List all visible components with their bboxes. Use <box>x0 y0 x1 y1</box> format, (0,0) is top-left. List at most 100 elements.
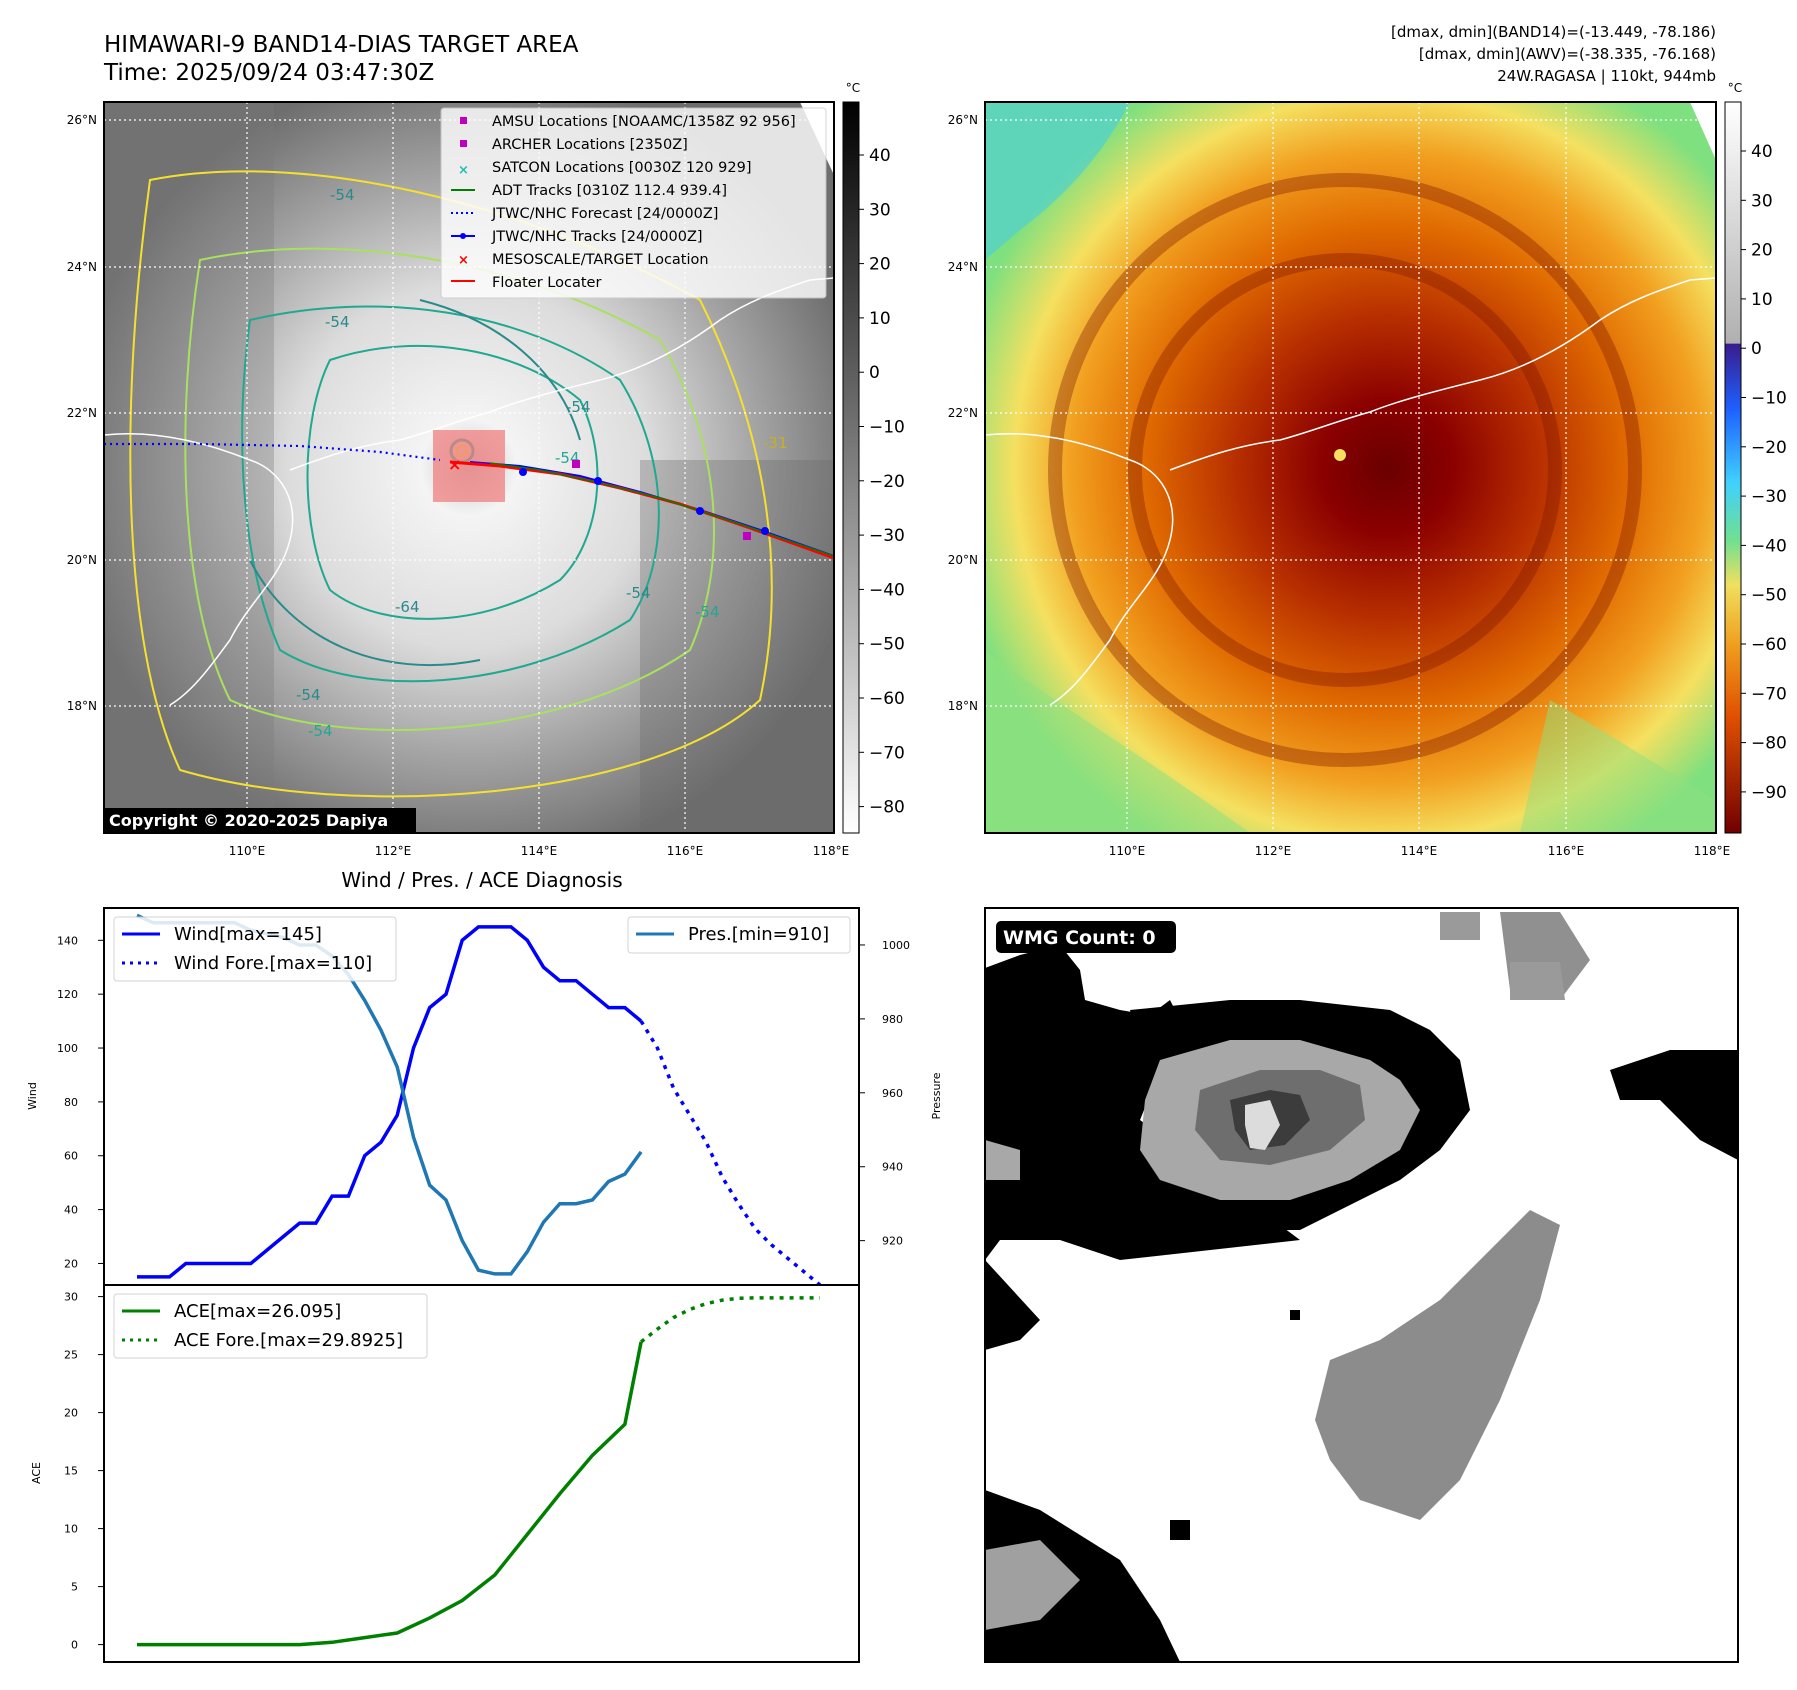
colorbar-tick-label: −10 <box>1751 389 1787 409</box>
figure-time: Time: 2025/09/24 03:47:30Z <box>103 60 434 86</box>
contour-label: -54 <box>325 313 350 331</box>
wind-pressure-panel: Wind Pressure 20 40 60 80 100 120 140 920 940 96… <box>26 907 943 1287</box>
colorbar-left-unit: °C <box>846 81 860 95</box>
dmax-band14: [dmax, dmin](BAND14)=(-13.449, -78.186) <box>1391 23 1716 41</box>
ace-axis-label: ACE <box>30 1462 43 1484</box>
colorbar-tick-label: −80 <box>869 798 905 818</box>
legend-mesoscale: MESOSCALE/TARGET Location <box>492 252 709 268</box>
lon-label: 114°E <box>1401 844 1438 858</box>
axis-tick-label: 980 <box>882 1013 903 1026</box>
lat-label: 24°N <box>948 260 978 274</box>
lat-label: 24°N <box>67 260 97 274</box>
axis-tick-label: 940 <box>882 1161 903 1174</box>
wind-legend: Wind[max=145] Wind Fore.[max=110] Pres.[… <box>113 916 851 982</box>
legend-archer: ARCHER Locations [2350Z] <box>492 137 688 153</box>
contour-label: -54 <box>296 686 321 704</box>
colorbar-tick-label: 30 <box>1751 191 1773 211</box>
axis-tick-label: 120 <box>57 988 78 1001</box>
storm-eye <box>1334 449 1346 461</box>
lon-label: 114°E <box>521 844 558 858</box>
legend-wind-fore: Wind Fore.[max=110] <box>174 953 372 974</box>
axis-tick-label: 15 <box>64 1465 78 1478</box>
contour-label: -54 <box>330 186 355 204</box>
axis-tick-label: 1000 <box>882 939 910 952</box>
colorbar-tick-label: −70 <box>1751 684 1787 704</box>
colorbar-tick-label: −10 <box>869 418 905 438</box>
axis-tick-label: 60 <box>64 1150 78 1163</box>
axis-tick-label: 140 <box>57 934 78 947</box>
lat-label: 20°N <box>948 553 978 567</box>
lon-label: 110°E <box>229 844 266 858</box>
lon-label: 118°E <box>1694 844 1731 858</box>
legend-satcon: SATCON Locations [0030Z 120 929] <box>492 160 751 176</box>
colorbar-tick-label: −40 <box>869 580 905 600</box>
ace-panel: ACE 0 5 10 15 20 25 30 ACE[max=26.095] ACE For… <box>30 1284 860 1663</box>
contour-label: -54 <box>566 398 591 416</box>
colorbar-tick-label: −80 <box>1751 734 1787 754</box>
lat-label: 20°N <box>67 553 97 567</box>
colorbar-tick-label: −60 <box>1751 635 1787 655</box>
axis-tick-label: 25 <box>64 1349 78 1362</box>
legend-ace: ACE[max=26.095] <box>174 1301 341 1322</box>
contour-label: -54 <box>626 584 651 602</box>
contour-label: -64 <box>395 598 420 616</box>
legend-pressure: Pres.[min=910] <box>688 924 829 945</box>
axis-tick-label: 960 <box>882 1087 903 1100</box>
colorbar-left: °C 40 30 20 10 0 −10 −20 −30 −40 −50 −60 −70 −80 <box>842 81 905 834</box>
coastline <box>104 277 834 706</box>
wmg-count-badge <box>996 921 1176 953</box>
figure-title: HIMAWARI-9 BAND14-DIAS TARGET AREA <box>104 32 579 58</box>
legend-ace-fore: ACE Fore.[max=29.8925] <box>174 1330 403 1351</box>
copyright-text: Copyright © 2020-2025 Dapiya <box>109 811 388 830</box>
jtwc-points <box>519 468 769 535</box>
pressure-axis-label: Pressure <box>930 1072 943 1119</box>
axis-tick-label: 20 <box>64 1257 78 1270</box>
axis-tick-label: 100 <box>57 1042 78 1055</box>
lon-label: 110°E <box>1109 844 1146 858</box>
colorbar-tick-label: −50 <box>869 635 905 655</box>
awv-imagery <box>985 102 1716 833</box>
awv-lon-labels: 110°E 112°E 114°E 116°E 118°E <box>1109 844 1731 858</box>
awv-gridlines <box>985 102 1716 833</box>
ace-legend: ACE[max=26.095] ACE Fore.[max=29.8925] <box>113 1293 428 1359</box>
lat-label: 18°N <box>948 699 978 713</box>
colorbar-tick-label: −20 <box>1751 438 1787 458</box>
wmg-count-text: WMG Count: 0 <box>1003 927 1156 949</box>
axis-tick-label: 0 <box>71 1639 78 1652</box>
ace-line <box>137 1341 643 1647</box>
colorbar-tick-label: 40 <box>1751 142 1773 162</box>
axis-tick-label: 5 <box>71 1581 78 1594</box>
adt-track <box>489 462 834 557</box>
colorbar-tick-label: −70 <box>869 743 905 763</box>
colorbar-tick-label: −30 <box>869 526 905 546</box>
legend-floater: Floater Locater <box>492 275 601 291</box>
colorbar-right-unit: °C <box>1728 81 1742 95</box>
wmg-panel: WMG Count: 0 <box>984 907 1739 1663</box>
lat-label: 26°N <box>67 113 97 127</box>
contour-label: -54 <box>695 603 720 621</box>
lat-label: 26°N <box>948 113 978 127</box>
colorbar-tick-label: 30 <box>869 200 891 220</box>
ir-lat-labels: 26°N 24°N 22°N 20°N 18°N <box>67 113 97 713</box>
colorbar-tick-label: −90 <box>1751 783 1787 803</box>
colorbar-tick-label: 10 <box>869 309 891 329</box>
ace-forecast-line <box>640 1296 820 1344</box>
ir-lon-labels: 110°E 112°E 114°E 116°E 118°E <box>229 844 850 858</box>
axis-tick-label: 80 <box>64 1096 78 1109</box>
axis-tick-label: 40 <box>64 1204 78 1217</box>
wind-forecast-line <box>639 1020 822 1287</box>
coastline <box>985 277 1716 706</box>
wind-line <box>137 925 643 1279</box>
contour-label: -54 <box>308 722 333 740</box>
legend-jtwc-forecast: JTWC/NHC Forecast [24/0000Z] <box>491 206 718 222</box>
awv-map-panel: 26°N 24°N 22°N 20°N 18°N 110°E 112°E 114… <box>948 101 1731 858</box>
colorbar-tick-label: 0 <box>869 363 880 383</box>
colorbar-tick-label: 40 <box>869 146 891 166</box>
svg-text:×: × <box>458 253 469 268</box>
colorbar-right-ramp <box>1724 101 1742 834</box>
axis-tick-label: 10 <box>64 1523 78 1536</box>
archer-points <box>572 460 751 540</box>
lon-label: 116°E <box>667 844 704 858</box>
